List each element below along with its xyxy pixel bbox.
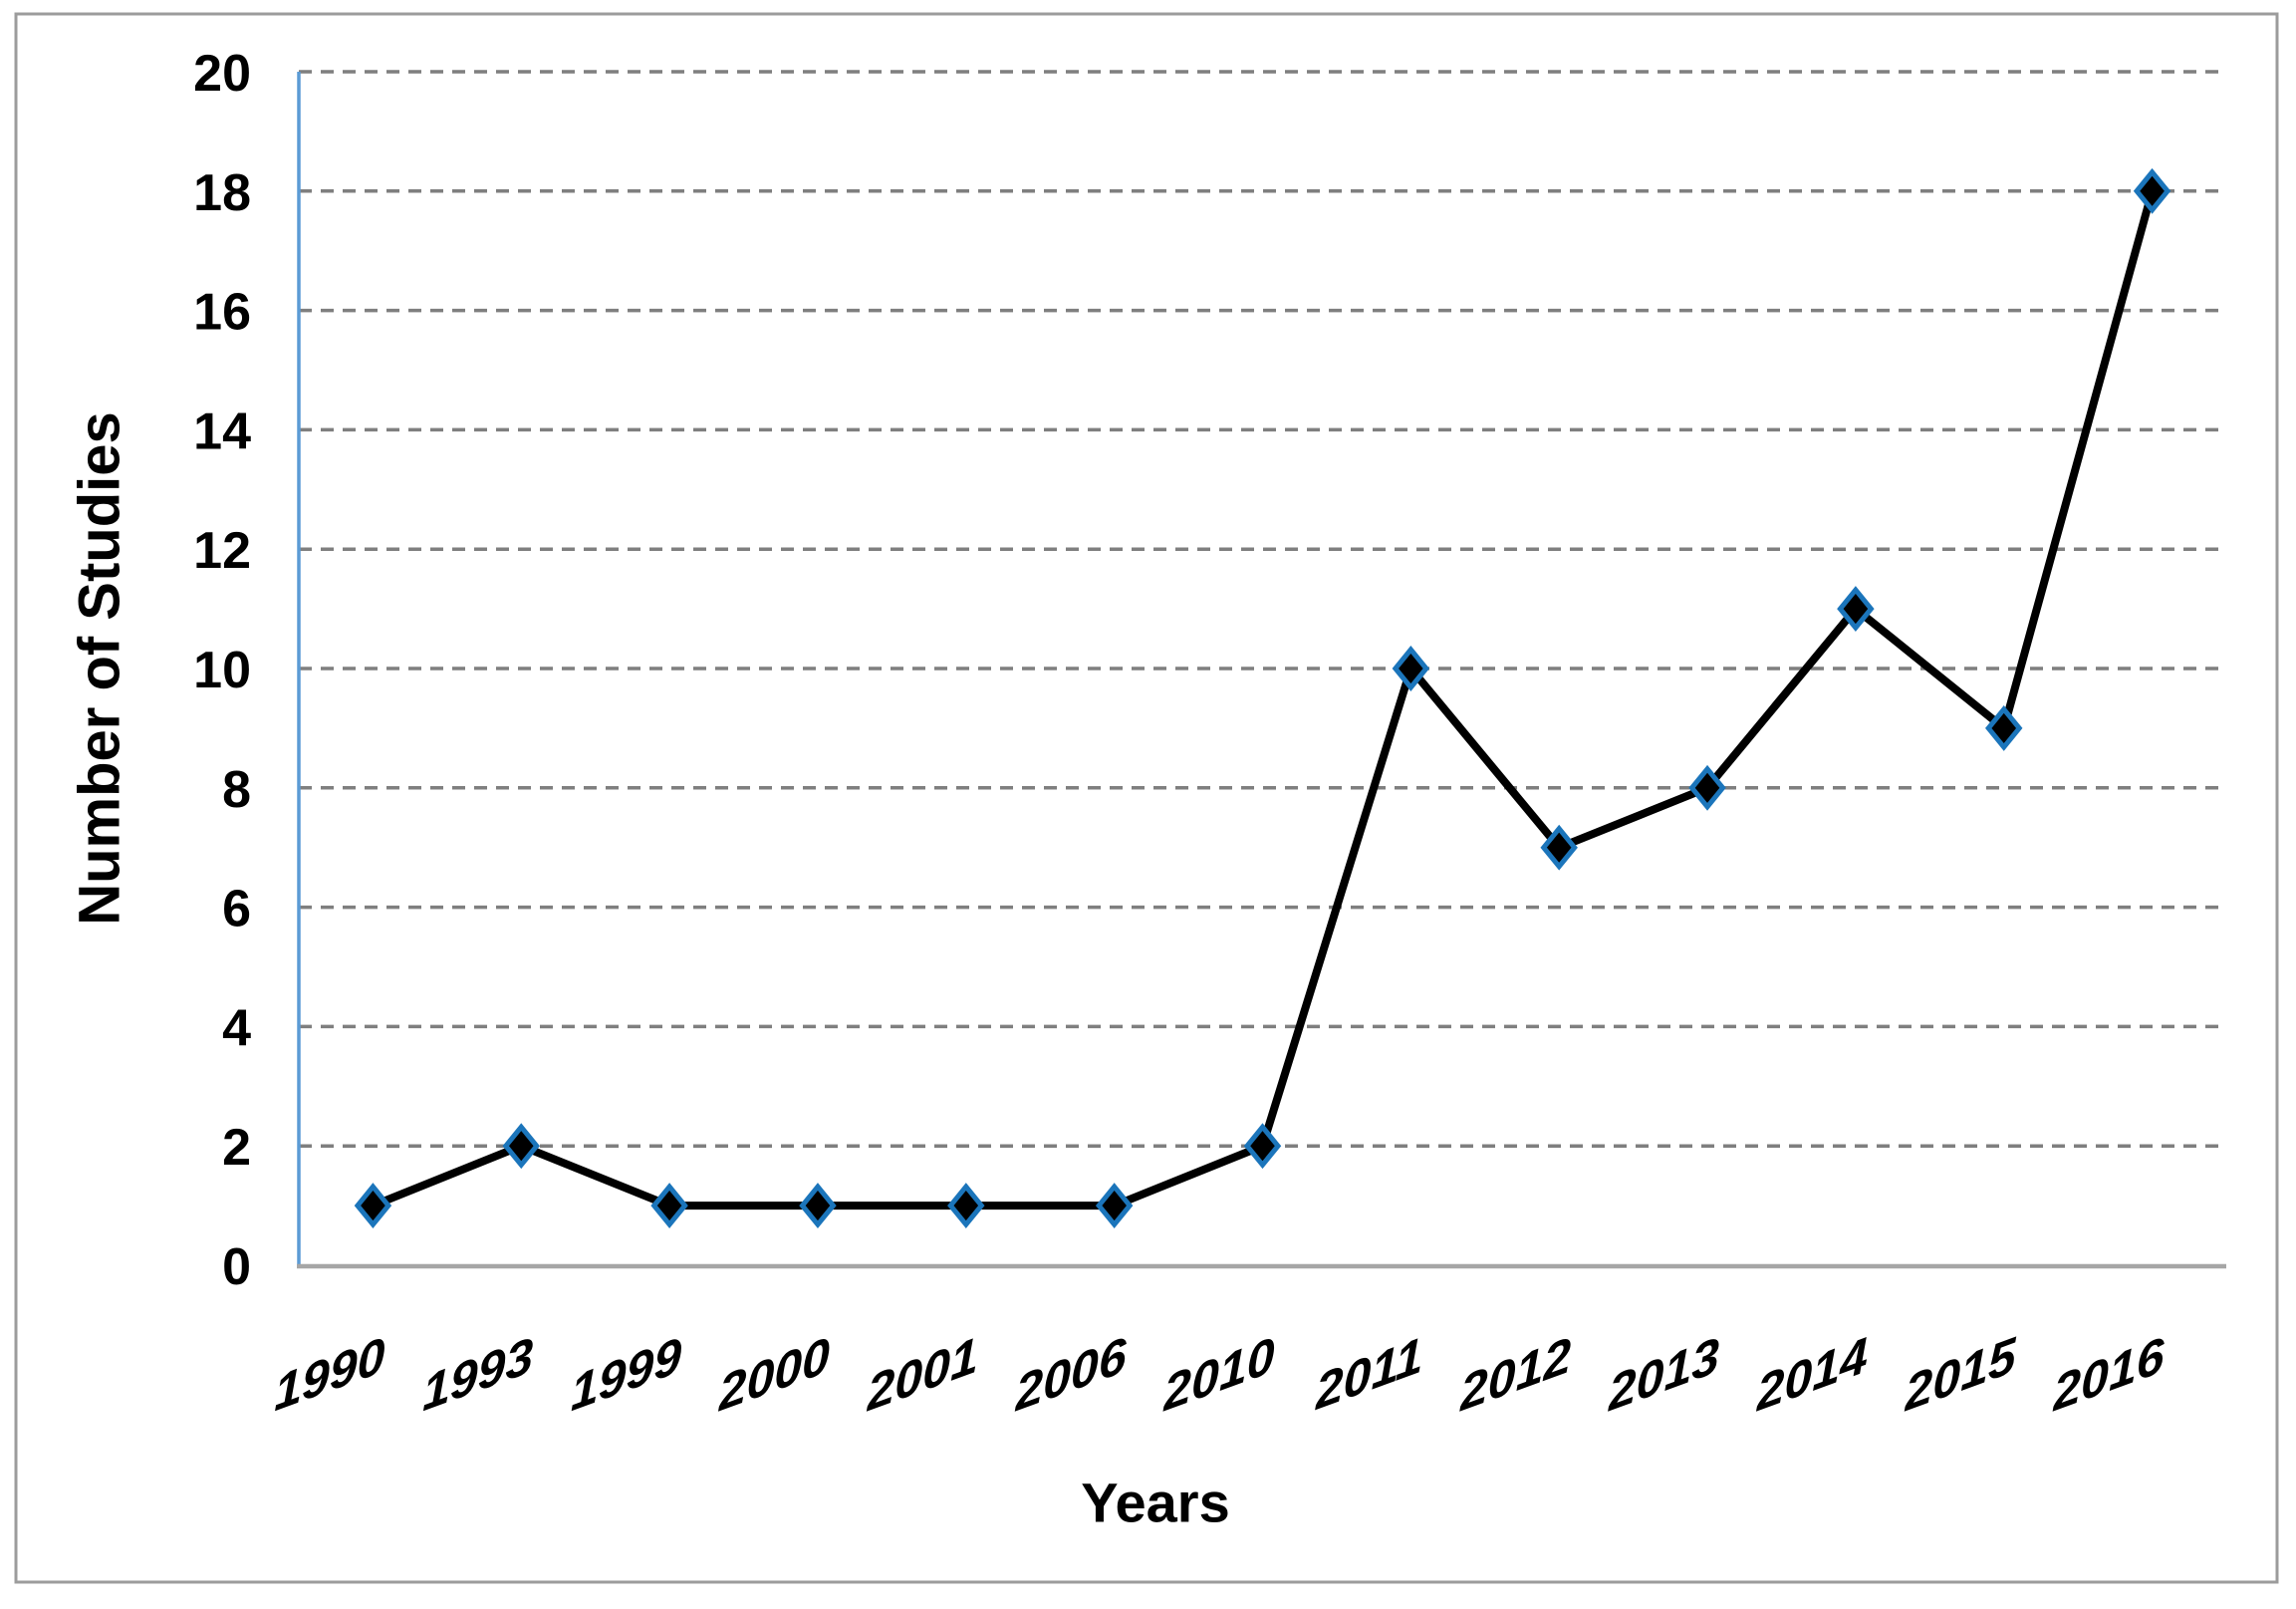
x-tick-label: 2010 [1162,1325,1274,1422]
data-point-marker [1985,704,2023,751]
y-tick-label: 0 [222,1238,251,1296]
x-tick-label: 2016 [2052,1325,2164,1422]
series-line [369,186,2157,1210]
data-point-marker [650,1183,688,1229]
data-series [354,167,2171,1229]
x-tick-label: 2012 [1459,1325,1571,1422]
y-tick-label: 8 [222,761,251,819]
y-axis-title: Number of Studies [67,411,132,926]
y-tick-label: 20 [193,45,251,103]
x-tick-label: 2011 [1315,1325,1422,1421]
x-tick-label: 2015 [1905,1325,2017,1422]
data-point-marker [1540,824,1578,871]
gridlines [299,70,2226,1148]
y-tick-label: 14 [193,402,251,460]
y-tick-label: 10 [193,642,251,699]
x-tick-label: 2001 [867,1325,978,1422]
x-tick-label: 1993 [422,1325,533,1422]
y-tick-label: 4 [222,999,251,1057]
data-point-marker [354,1183,392,1229]
y-axis-tick-labels: 0 2 4 6 8 10 12 14 16 18 20 [193,45,251,1296]
data-point-marker [1243,1123,1282,1170]
x-tick-label: 2000 [718,1325,830,1422]
x-tick-label: 2013 [1608,1325,1719,1422]
x-axis-tick-labels: 1990 1993 1999 2000 2001 2006 2010 2011 2012 2013… [274,1325,2165,1422]
x-tick-label: 2014 [1756,1325,1868,1422]
data-point-marker [2133,167,2171,214]
data-point-marker [799,1183,837,1229]
data-point-marker [502,1123,540,1170]
x-tick-label: 1990 [274,1325,384,1422]
figure-border-rect [14,12,2279,1584]
data-point-marker [947,1183,985,1229]
y-tick-label: 12 [193,522,251,580]
y-tick-label: 18 [193,164,251,222]
data-point-marker [1392,646,1430,691]
axis-lines [297,72,2226,1269]
x-tick-label: 1999 [571,1325,681,1422]
y-tick-label: 2 [222,1119,251,1177]
data-point-marker [1095,1183,1134,1229]
y-tick-label: 6 [222,881,251,939]
x-axis-title: Years [1081,1471,1230,1534]
data-point-marker [1837,586,1875,633]
figure-border [14,12,2279,1584]
data-point-marker [1688,764,1726,811]
x-tick-label: 2006 [1014,1325,1126,1422]
y-tick-label: 16 [193,284,251,342]
